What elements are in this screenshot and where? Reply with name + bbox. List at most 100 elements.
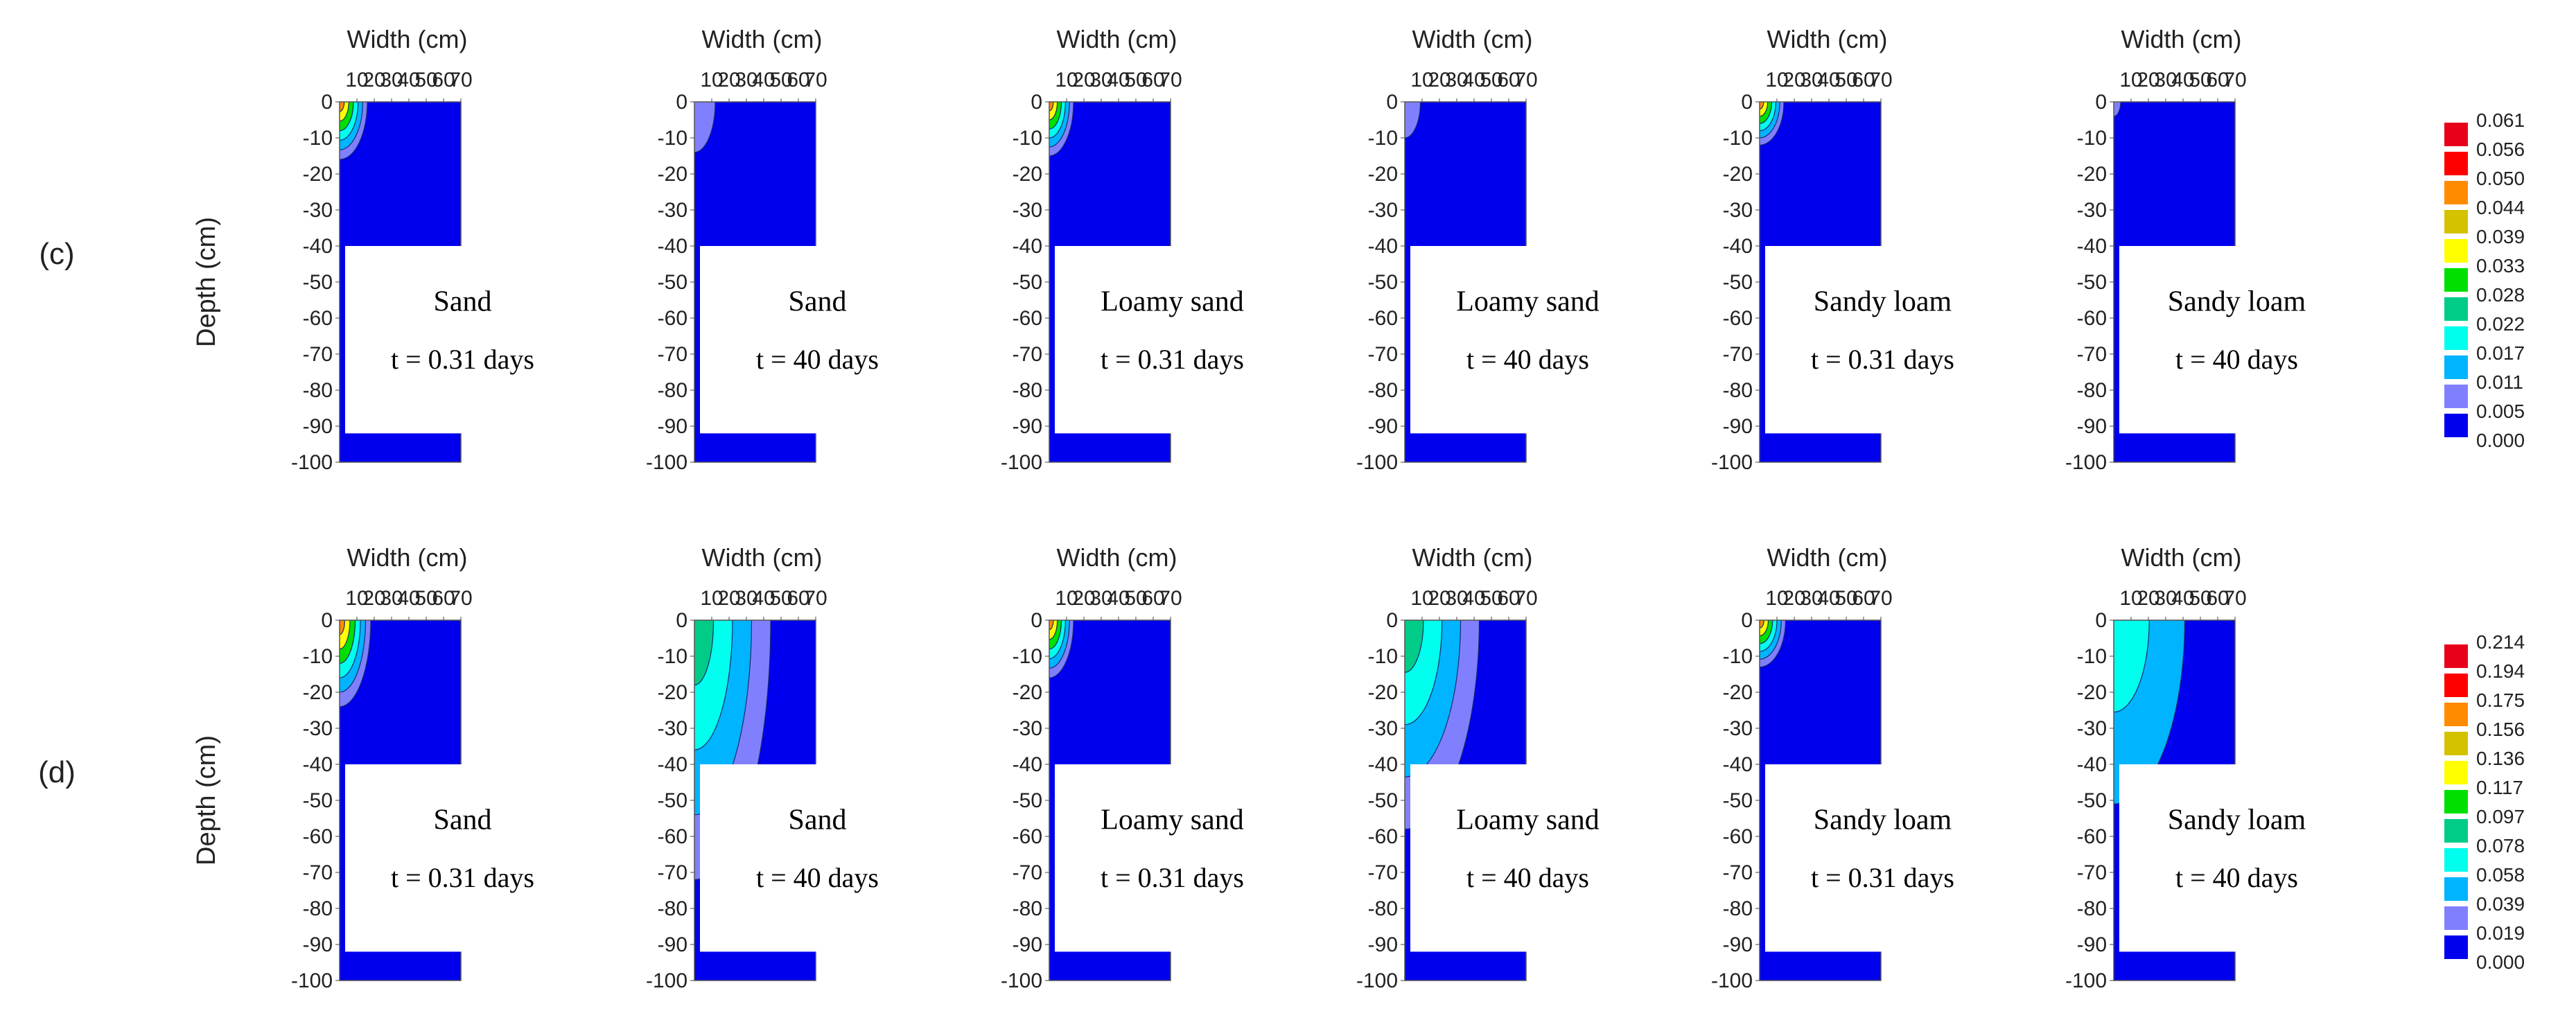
y-tick-label: -80: [658, 379, 687, 402]
soil-type-label: Sand: [434, 805, 492, 836]
y-tick-label: -20: [1368, 681, 1398, 704]
y-tick-label: -100: [1001, 969, 1042, 992]
soil-type-label: Sandy loam: [2168, 286, 2306, 318]
x-tick-label: 50: [414, 587, 437, 610]
y-tick-label: -100: [291, 451, 333, 474]
x-axis-label: Width (cm): [1767, 543, 1888, 572]
legend-value: 0.194: [2476, 660, 2525, 682]
time-label: t = 0.31 days: [391, 862, 534, 893]
soil-type-label: Loamy sand: [1101, 805, 1243, 836]
x-tick-label: 10: [2119, 69, 2142, 91]
y-tick-label: -60: [1368, 307, 1398, 330]
y-tick-label: -10: [1013, 127, 1042, 150]
x-axis-label: Width (cm): [1412, 25, 1533, 53]
y-tick-label: -10: [303, 127, 333, 150]
legend-value: 0.044: [2476, 197, 2525, 218]
x-tick-label: 70: [1159, 587, 1182, 610]
annotation-box: [700, 246, 935, 434]
x-tick-label: 20: [1072, 69, 1095, 91]
y-tick-label: -70: [1368, 343, 1398, 366]
x-tick-label: 60: [432, 587, 455, 610]
x-tick-label: 70: [1514, 587, 1537, 610]
y-tick-label: -90: [303, 415, 333, 438]
annotation-box: [1055, 246, 1290, 434]
time-label: t = 0.31 days: [1101, 862, 1244, 893]
y-tick-label: -70: [658, 861, 687, 884]
contour-band: [1405, 620, 1424, 673]
y-tick-label: -60: [2077, 307, 2107, 330]
x-axis-label: Width (cm): [2121, 543, 2242, 572]
y-tick-label: -70: [1013, 343, 1042, 366]
legend-value: 0.061: [2476, 109, 2525, 131]
x-axis-label: Width (cm): [1057, 543, 1177, 572]
x-tick-label: 10: [345, 69, 368, 91]
y-tick-label: -80: [1723, 897, 1753, 920]
x-tick-label: 70: [1514, 69, 1537, 91]
x-tick-label: 50: [2189, 69, 2211, 91]
x-tick-label: 50: [1480, 587, 1502, 610]
x-tick-label: 50: [1124, 69, 1147, 91]
y-tick-label: -50: [1013, 789, 1042, 812]
y-tick-label: -50: [658, 271, 687, 294]
time-label: t = 40 days: [1466, 344, 1589, 375]
y-tick-label: -80: [303, 379, 333, 402]
time-label: t = 40 days: [756, 862, 879, 893]
y-tick-label: -40: [1013, 235, 1042, 258]
x-tick-label: 30: [1445, 587, 1468, 610]
x-tick-label: 10: [1765, 587, 1788, 610]
x-axis-label: Width (cm): [1057, 25, 1177, 53]
y-tick-label: -90: [1013, 933, 1042, 956]
y-tick-label: -40: [2077, 235, 2107, 258]
contour-band: [694, 102, 716, 153]
y-tick-label: -30: [658, 717, 687, 740]
x-tick-label: 40: [2171, 587, 2194, 610]
y-tick-label: -90: [1723, 415, 1753, 438]
y-tick-label: -80: [1723, 379, 1753, 402]
legend-swatch: [2444, 674, 2468, 697]
annotation-box: [2119, 246, 2354, 434]
x-tick-label: 60: [1141, 69, 1164, 91]
x-tick-label: 20: [2137, 587, 2159, 610]
y-tick-label: -70: [1723, 343, 1753, 366]
legend-value: 0.117: [2476, 777, 2523, 798]
x-axis-label: Width (cm): [347, 25, 468, 53]
x-tick-label: 50: [1834, 69, 1857, 91]
y-tick-label: -50: [1368, 271, 1398, 294]
y-tick-label: -90: [1723, 933, 1753, 956]
legend-swatch: [2444, 181, 2468, 204]
x-tick-label: 70: [1159, 69, 1182, 91]
x-tick-label: 50: [1124, 587, 1147, 610]
x-tick-label: 70: [449, 69, 472, 91]
legend-value: 0.039: [2476, 226, 2525, 247]
plume: [694, 102, 716, 153]
x-tick-label: 10: [1410, 69, 1433, 91]
x-tick-label: 10: [2119, 587, 2142, 610]
x-tick-label: 60: [787, 587, 809, 610]
x-tick-label: 40: [1462, 587, 1485, 610]
x-tick-label: 40: [397, 69, 420, 91]
y-tick-label: -90: [1368, 933, 1398, 956]
x-tick-label: 10: [700, 587, 723, 610]
legend-swatch: [2444, 877, 2468, 901]
y-tick-label: -20: [303, 681, 333, 704]
y-tick-label: -10: [658, 127, 687, 150]
y-tick-label: -50: [1013, 271, 1042, 294]
y-tick-label: -30: [658, 199, 687, 222]
legend-value: 0.078: [2476, 835, 2525, 856]
y-tick-label: -70: [303, 343, 333, 366]
y-tick-label: 0: [1741, 91, 1753, 114]
y-tick-label: 0: [2095, 91, 2107, 114]
y-tick-label: 0: [676, 609, 687, 632]
y-tick-label: -70: [1723, 861, 1753, 884]
x-tick-label: 50: [1834, 587, 1857, 610]
y-tick-label: -30: [2077, 717, 2107, 740]
y-tick-label: -20: [1013, 163, 1042, 186]
x-tick-label: 10: [1765, 69, 1788, 91]
legend-swatch: [2444, 355, 2468, 379]
